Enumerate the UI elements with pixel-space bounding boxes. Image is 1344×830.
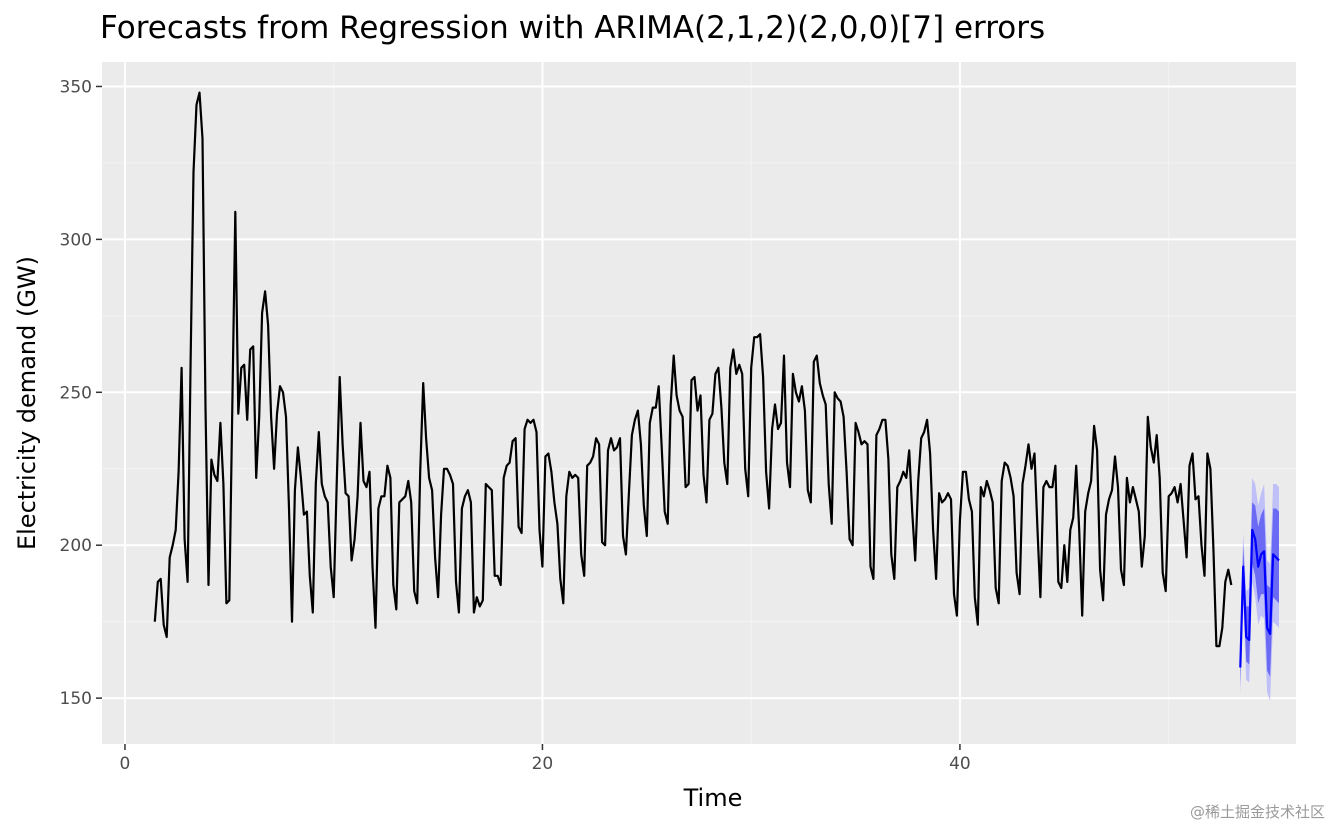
forecast-intervals (1240, 477, 1279, 702)
series-lines (153, 91, 1280, 668)
y-tick-label: 200 (60, 536, 92, 556)
y-tick-label: 300 (60, 230, 92, 250)
watermark-text: @稀土掘金技术社区 (1190, 803, 1325, 821)
x-tick-label: 20 (532, 754, 554, 774)
x-tick-label: 0 (120, 754, 131, 774)
y-axis-title: Electricity demand (GW) (13, 256, 41, 550)
y-tick-label: 250 (60, 383, 92, 403)
major-gridlines (102, 62, 1296, 744)
x-tick-label: 40 (949, 754, 971, 774)
x-axis-title: Time (683, 784, 743, 812)
x-axis-ticks: 0 20 40 (120, 744, 971, 774)
observed-line (153, 91, 1233, 648)
y-tick-label: 350 (60, 77, 92, 97)
chart-title: Forecasts from Regression with ARIMA(2,1… (100, 10, 1045, 46)
y-tick-label: 150 (60, 689, 92, 709)
interval-80-band (1240, 502, 1279, 686)
y-axis-ticks: 150 200 250 300 350 (60, 77, 102, 709)
forecast-line (1239, 528, 1280, 668)
